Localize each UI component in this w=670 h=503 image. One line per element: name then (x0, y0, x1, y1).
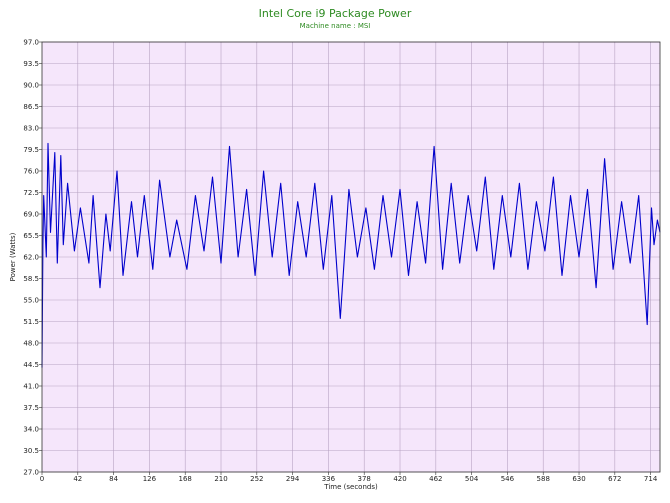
y-axis-label: Power (Watts) (9, 232, 17, 281)
x-tick-label: 588 (537, 475, 550, 483)
y-tick-label: 30.5 (23, 447, 39, 455)
y-tick-label: 44.5 (23, 361, 39, 369)
series-line-0 (41, 142, 661, 368)
x-tick-label: 126 (143, 475, 157, 483)
gridlines (42, 41, 660, 473)
y-tick-label: 65.5 (23, 232, 39, 240)
x-tick-label: 252 (250, 475, 263, 483)
y-tick-label: 90.0 (23, 82, 39, 90)
x-tick-label: 546 (501, 475, 515, 483)
y-axis-ticks: 27.0 30.5 34.0 37.5 41.0 44.5 48.0 51.5 55.0 58.5… (23, 39, 42, 477)
series-layer (41, 142, 661, 368)
y-tick-label: 69.0 (23, 211, 39, 219)
y-tick-label: 27.0 (23, 469, 39, 477)
y-tick-label: 37.5 (23, 404, 39, 412)
y-tick-label: 79.5 (23, 146, 39, 154)
y-tick-label: 41.0 (23, 383, 39, 391)
x-tick-label: 672 (608, 475, 621, 483)
x-tick-label: 336 (322, 475, 336, 483)
y-tick-label: 55.0 (23, 297, 39, 305)
x-tick-label: 504 (465, 475, 479, 483)
plot-frame (41, 41, 661, 473)
y-tick-label: 76.0 (23, 168, 39, 176)
y-tick-label: 34.0 (23, 426, 39, 434)
x-axis-label: Time (seconds) (323, 483, 378, 491)
x-tick-label: 462 (429, 475, 442, 483)
x-tick-label: 630 (572, 475, 585, 483)
x-tick-label: 378 (358, 475, 371, 483)
x-tick-label: 294 (286, 475, 300, 483)
x-tick-label: 210 (214, 475, 227, 483)
x-tick-label: 84 (109, 475, 118, 483)
y-tick-label: 93.5 (23, 60, 39, 68)
x-tick-label: 42 (73, 475, 82, 483)
x-tick-label: 714 (644, 475, 658, 483)
x-tick-label: 0 (40, 475, 44, 483)
x-tick-label: 420 (393, 475, 406, 483)
y-tick-label: 72.5 (23, 189, 39, 197)
chart-subtitle: Machine name : MSI (300, 22, 371, 30)
x-tick-label: 168 (179, 475, 192, 483)
y-tick-label: 62.0 (23, 254, 39, 262)
y-tick-label: 86.5 (23, 103, 39, 111)
x-axis-ticks: 0 42 84 126 168 210 252 294 336 378 420 462 504 546 58… (40, 472, 658, 483)
chart-title: Intel Core i9 Package Power (259, 7, 412, 20)
y-tick-label: 58.5 (23, 275, 39, 283)
y-tick-label: 97.0 (23, 39, 39, 47)
y-tick-label: 83.0 (23, 125, 39, 133)
y-tick-label: 48.0 (23, 340, 39, 348)
y-tick-label: 51.5 (23, 318, 39, 326)
